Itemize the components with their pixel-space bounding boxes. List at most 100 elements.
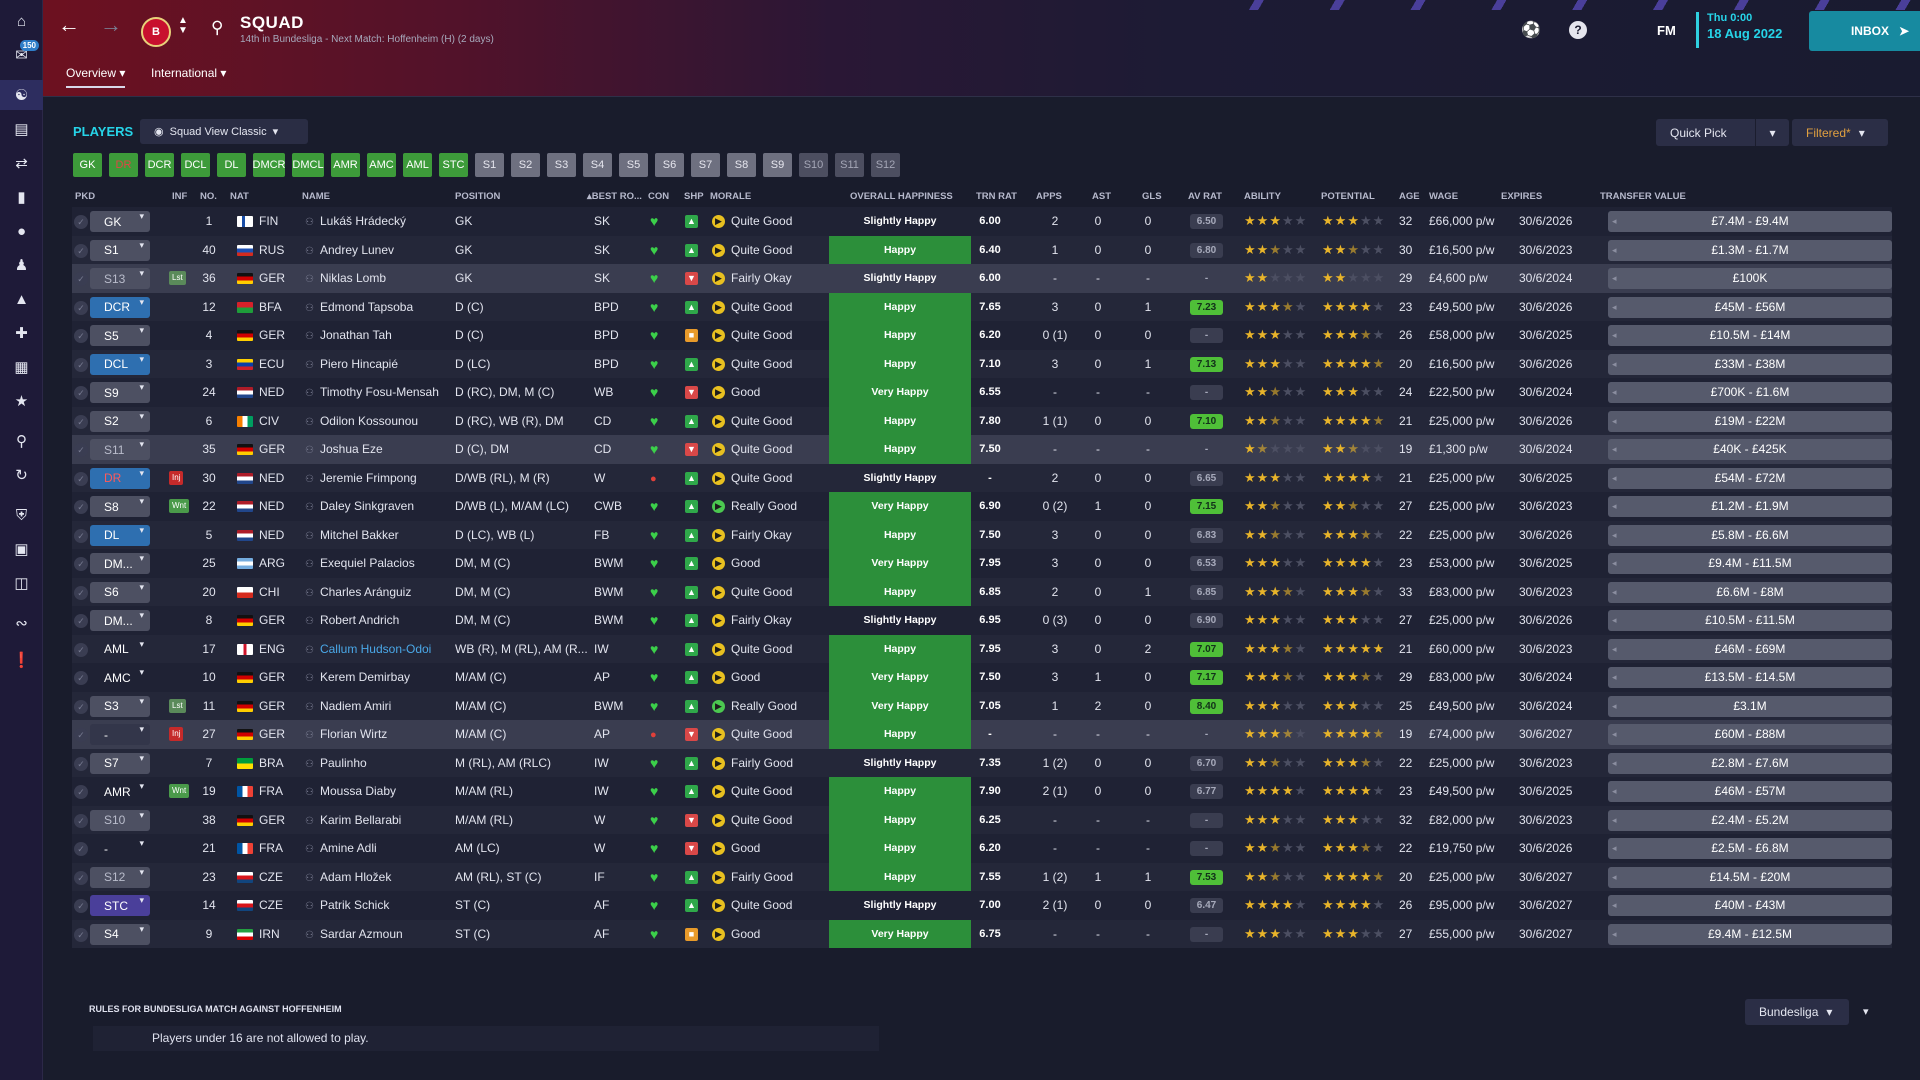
player-name-cell[interactable]: ⚇ Andrey Lunev — [305, 236, 394, 265]
player-name[interactable]: Niklas Lomb — [319, 271, 386, 285]
selection-dropdown[interactable]: S1 ▾ — [90, 239, 150, 261]
column-header-nat[interactable]: NAT — [230, 191, 249, 202]
pick-checkbox[interactable]: ✓ — [74, 243, 88, 258]
column-header-name[interactable]: NAME — [302, 191, 330, 202]
player-name-cell[interactable]: ⚇ Edmond Tapsoba — [305, 293, 413, 322]
pick-checkbox[interactable]: ✓ — [74, 842, 88, 856]
pick-checkbox[interactable]: ✓ — [74, 671, 88, 685]
back-arrow-icon[interactable]: ← — [58, 12, 80, 37]
player-name-cell[interactable]: ⚇ Patrik Schick — [305, 891, 389, 920]
staff-icon[interactable]: ♟ — [14, 257, 29, 274]
table-row[interactable]: ✓ AMR ▾ Wnt 19 FRA ⚇ Moussa Diaby M/AM (RL) IW ♥ ▲ ▶… — [72, 777, 1892, 806]
player-name[interactable]: Robert Andrich — [319, 613, 400, 627]
pick-checkbox[interactable]: ✓ — [74, 927, 88, 942]
pick-checkbox[interactable]: ✓ — [74, 813, 88, 828]
selection-dropdown[interactable]: STC ▾ — [90, 895, 150, 916]
player-name-cell[interactable]: ⚇ Kerem Demirbay — [305, 663, 410, 692]
transfer-value[interactable]: ◂ £100K — [1608, 268, 1892, 289]
trophy-icon[interactable]: ★ — [14, 393, 29, 410]
position-filter-s11[interactable]: S11 — [835, 153, 864, 177]
position-filter-dr[interactable]: DR — [109, 153, 138, 177]
table-row[interactable]: ✓ S1 ▾ 40 RUS ⚇ Andrey Lunev GK SK ♥ ▲ ▶ Quite Good H… — [72, 235, 1892, 265]
player-name[interactable]: Adam Hložek — [319, 869, 392, 884]
table-row[interactable]: ✓ S9 ▾ 24 NED ⚇ Timothy Fosu-Mensah D (RC), DM,… — [72, 378, 1892, 407]
transfer-value[interactable]: ◂ £46M - £69M — [1608, 638, 1892, 660]
selection-dropdown[interactable]: - ▾ — [90, 724, 150, 745]
player-name-cell[interactable]: ⚇ Adam Hložek — [305, 863, 391, 892]
player-name[interactable]: Andrey Lunev — [319, 242, 395, 257]
column-header-av-rat[interactable]: AV RAT — [1188, 191, 1222, 202]
transfer-value[interactable]: ◂ £9.4M - £11.5M — [1608, 553, 1892, 574]
player-name-cell[interactable]: ⚇ Piero Hincapié — [305, 350, 398, 379]
position-filter-dcl[interactable]: DCL — [181, 153, 210, 177]
column-header-pkd[interactable]: PKD — [75, 191, 96, 202]
player-name[interactable]: Kerem Demirbay — [319, 670, 410, 684]
column-header-transfer-value[interactable]: TRANSFER VALUE — [1600, 191, 1686, 202]
transfer-value[interactable]: ◂ £1.3M - £1.7M — [1608, 239, 1892, 261]
selection-dropdown[interactable]: AML ▾ — [90, 639, 150, 660]
selection-dropdown[interactable]: S13 ▾ — [90, 268, 150, 289]
pick-checkbox[interactable]: ✓ — [74, 899, 88, 913]
scouting-search-icon[interactable]: ⚲ — [16, 433, 27, 450]
finances-icon[interactable]: ▣ — [14, 541, 29, 558]
table-row[interactable]: ✓ DL ▾ 5 NED ⚇ Mitchel Bakker D (LC), WB (L) FB ♥… — [72, 520, 1892, 549]
selection-dropdown[interactable]: DM... ▾ — [90, 553, 150, 574]
column-header-position[interactable]: POSITION — [455, 191, 501, 202]
player-name[interactable]: Karim Bellarabi — [319, 812, 402, 827]
player-name[interactable]: Callum Hudson-Odoi — [319, 641, 432, 656]
table-row[interactable]: ✓ S2 ▾ 6 CIV ⚇ Odilon Kossounou D (RC), WB (R),… — [72, 406, 1892, 435]
player-name[interactable]: Paulinho — [319, 755, 367, 770]
position-filter-s4[interactable]: S4 — [583, 153, 612, 177]
transfer-value[interactable]: ◂ £2.4M - £5.2M — [1608, 809, 1892, 831]
player-name-cell[interactable]: ⚇ Jeremie Frimpong — [305, 464, 417, 493]
transfer-value[interactable]: ◂ £9.4M - £12.5M — [1608, 923, 1892, 945]
player-name-cell[interactable]: ⚇ Amine Adli — [305, 834, 377, 863]
calendar-icon[interactable]: ▦ — [14, 359, 29, 376]
pick-checkbox[interactable]: ✓ — [74, 414, 88, 429]
pick-checkbox[interactable]: ✓ — [74, 386, 88, 400]
column-header-expires[interactable]: EXPIRES — [1501, 191, 1543, 202]
player-name[interactable]: Lukáš Hrádecký — [319, 214, 407, 228]
transfer-value[interactable]: ◂ £3.1M — [1608, 695, 1892, 717]
player-name[interactable]: Amine Adli — [319, 841, 377, 855]
pick-checkbox[interactable]: ✓ — [74, 728, 88, 742]
position-filter-s2[interactable]: S2 — [511, 153, 540, 177]
inbox-nav-icon[interactable]: ✉ 150 — [0, 40, 43, 70]
player-name-cell[interactable]: ⚇ Karim Bellarabi — [305, 806, 401, 835]
column-header-morale[interactable]: MORALE — [710, 191, 752, 202]
position-filter-s3[interactable]: S3 — [547, 153, 576, 177]
pick-checkbox[interactable]: ✓ — [74, 215, 88, 229]
column-header-con[interactable]: CON — [648, 191, 670, 202]
column-header-wage[interactable]: WAGE — [1429, 191, 1459, 202]
selection-dropdown[interactable]: S8 ▾ — [90, 496, 150, 517]
player-name[interactable]: Nadiem Amiri — [319, 698, 392, 713]
selection-dropdown[interactable]: S9 ▾ — [90, 382, 150, 403]
player-name[interactable]: Exequiel Palacios — [319, 556, 415, 570]
club-badge[interactable]: B — [141, 17, 171, 47]
player-name-cell[interactable]: ⚇ Florian Wirtz — [305, 720, 387, 749]
dynamics-icon[interactable]: ▮ — [17, 189, 26, 206]
date-block[interactable]: Thu 0:00 18 Aug 2022 — [1696, 12, 1782, 48]
player-name[interactable]: Daley Sinkgraven — [319, 499, 415, 513]
pick-checkbox[interactable]: ✓ — [74, 357, 88, 372]
table-row[interactable]: ✓ S3 ▾ Lst 11 GER ⚇ Nadiem Amiri M/AM (C) BWM ♥ ▲ ▶ R… — [72, 691, 1892, 720]
forward-arrow-icon[interactable]: → — [100, 12, 122, 37]
search-icon[interactable]: ⚲ — [211, 18, 224, 37]
player-name-cell[interactable]: ⚇ Sardar Azmoun — [305, 920, 403, 949]
transfer-value[interactable]: ◂ £10.5M - £11.5M — [1608, 610, 1892, 631]
table-row[interactable]: ✓ - ▾ Inj 27 GER ⚇ Florian Wirtz M/AM (C) AP ● ▼ ▶ Qu… — [72, 720, 1892, 749]
player-name-cell[interactable]: ⚇ Lukáš Hrádecký — [305, 207, 406, 236]
column-header-ast[interactable]: AST — [1092, 191, 1111, 202]
player-name[interactable]: Moussa Diaby — [319, 784, 396, 798]
player-name-cell[interactable]: ⚇ Callum Hudson-Odoi — [305, 635, 431, 664]
transfers-icon[interactable]: ⇄ — [15, 155, 28, 172]
player-name-cell[interactable]: ⚇ Niklas Lomb — [305, 264, 386, 293]
position-filter-s5[interactable]: S5 — [619, 153, 648, 177]
table-row[interactable]: ✓ AML ▾ 17 ENG ⚇ Callum Hudson-Odoi WB (R), M (… — [72, 634, 1892, 664]
transfer-value[interactable]: ◂ £40K - £425K — [1608, 439, 1892, 460]
position-filter-dmcl[interactable]: DMCL — [292, 153, 324, 177]
league-select[interactable]: Bundesliga ▾ — [1745, 999, 1849, 1025]
selection-dropdown[interactable]: GK ▾ — [90, 211, 150, 232]
position-filter-dmcr[interactable]: DMCR — [253, 153, 286, 177]
transfer-value[interactable]: ◂ £33M - £38M — [1608, 353, 1892, 375]
